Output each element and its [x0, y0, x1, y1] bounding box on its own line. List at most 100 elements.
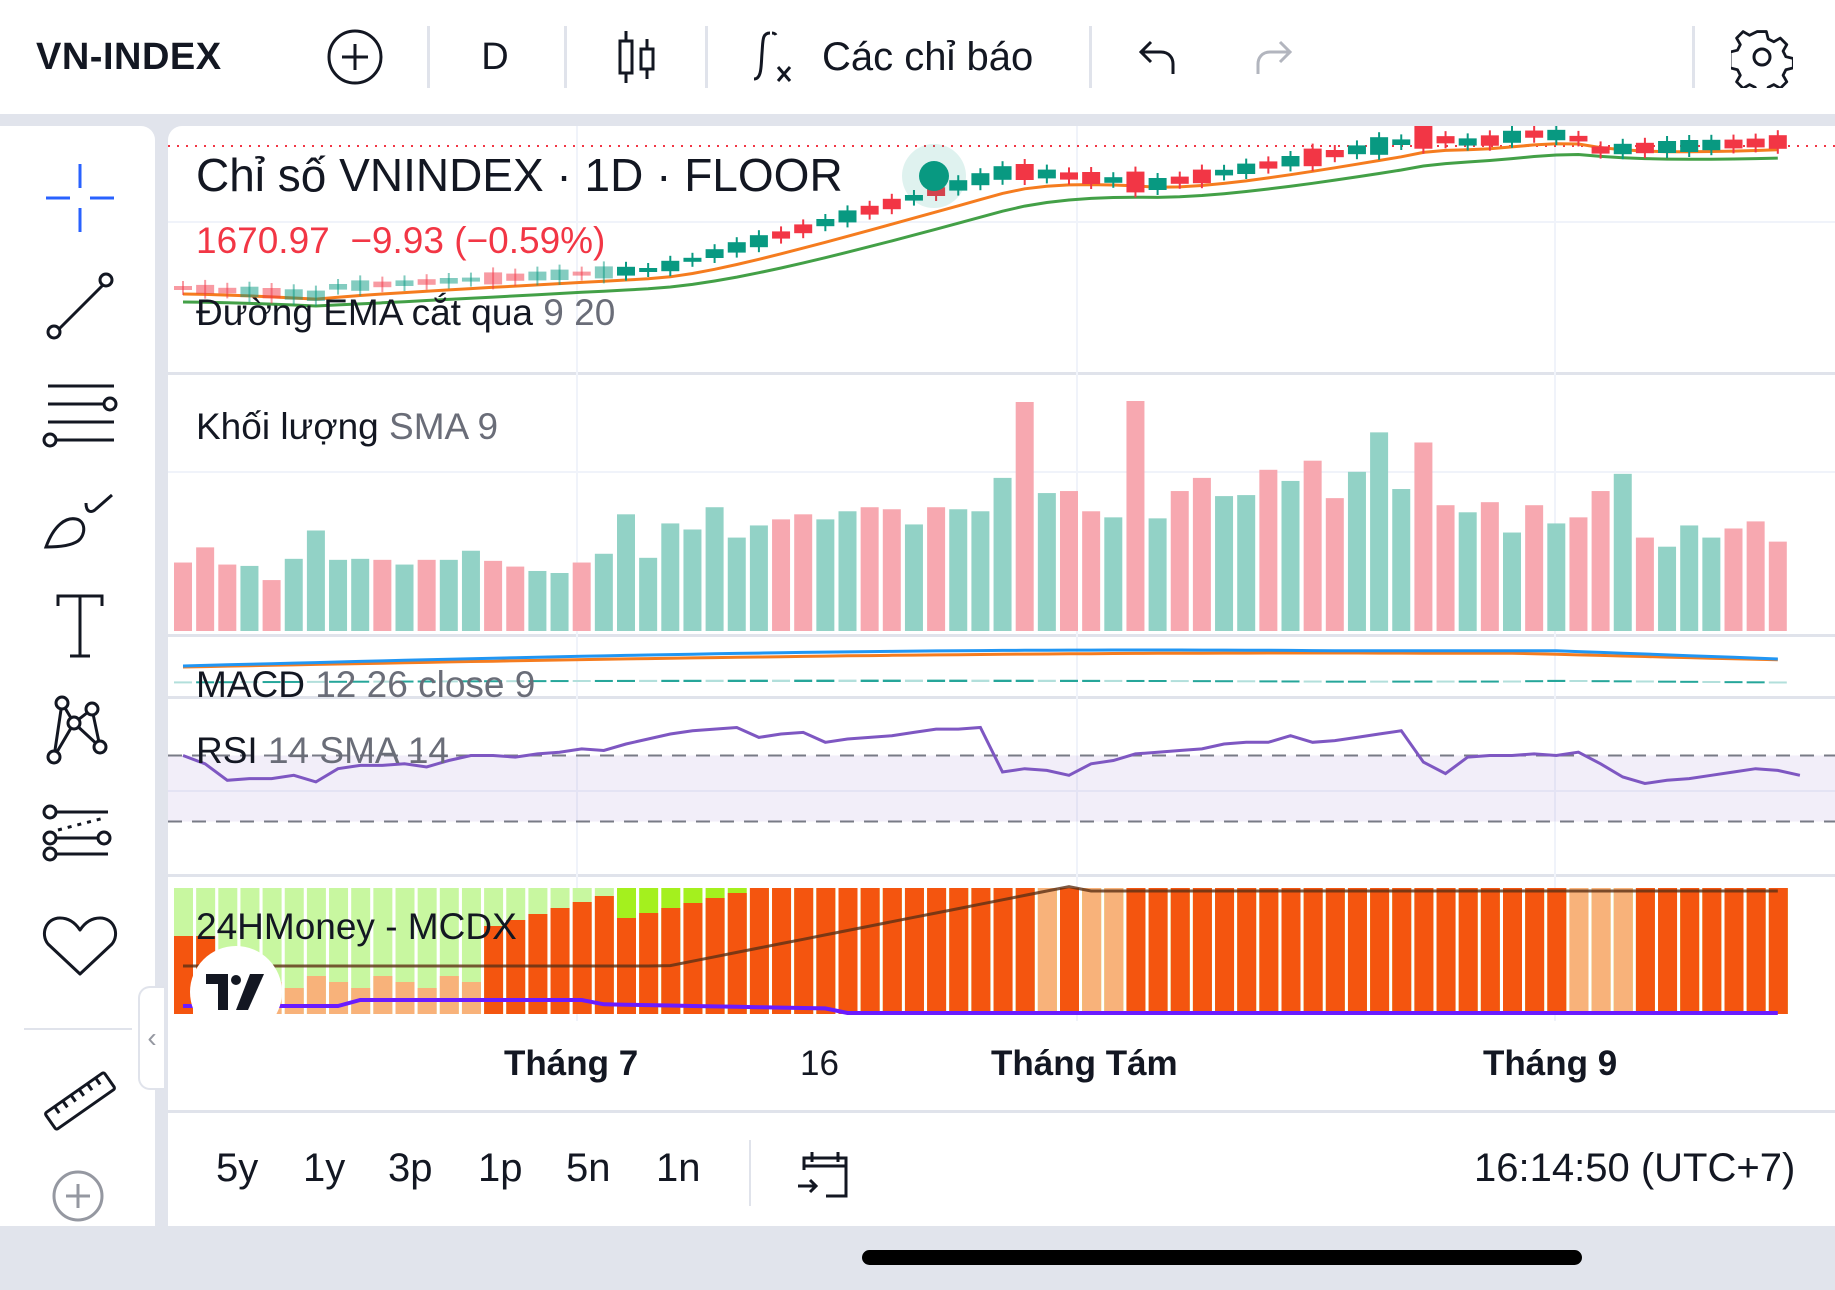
timeframe-1n[interactable]: 1n — [656, 1146, 701, 1190]
mcdx-legend[interactable]: 24HMoney - MCDX — [196, 906, 517, 948]
macd-histogram-bar — [1525, 680, 1544, 683]
candle — [284, 289, 303, 300]
volume-bar — [1170, 491, 1189, 631]
volume-bar — [594, 553, 613, 631]
crosshair-tool[interactable] — [28, 158, 132, 238]
add-symbol-icon — [327, 29, 383, 85]
text-tool[interactable] — [28, 586, 132, 666]
candle — [1148, 178, 1167, 190]
volume-legend[interactable]: Khối lượng SMA 9 — [196, 406, 498, 448]
mcdx-banker-bar — [1347, 888, 1367, 1014]
timeframe-1p[interactable]: 1p — [478, 1146, 523, 1190]
mcdx-banker-ma-line — [183, 885, 1778, 968]
mcdx-banker-bar — [550, 908, 570, 1014]
candle — [1170, 176, 1189, 184]
symbol-button[interactable]: VN-INDEX — [36, 0, 222, 114]
candle — [1569, 135, 1588, 142]
fib-tool[interactable] — [28, 376, 132, 456]
timeframe-5y[interactable]: 5y — [216, 1146, 259, 1190]
favorites-tool[interactable] — [28, 906, 132, 986]
collapse-sidebar-button[interactable]: ‹ — [138, 986, 164, 1090]
mcdx-banker-bar — [1392, 888, 1412, 1014]
mcdx-retail-bar — [417, 888, 437, 1014]
volume-bar — [284, 558, 303, 631]
mcdx-banker-bar — [1325, 888, 1345, 1014]
function-icon — [753, 31, 792, 82]
text-icon — [56, 594, 104, 658]
timeframe-5n[interactable]: 5n — [566, 1146, 611, 1190]
macd-histogram-bar — [1392, 680, 1411, 683]
mcdx-banker-bar — [1768, 888, 1788, 1014]
divider — [705, 26, 708, 88]
candle — [683, 257, 702, 262]
volume-bar — [904, 524, 923, 631]
x-axis-label: 16 — [800, 1044, 839, 1083]
macd-histogram-bar — [1635, 680, 1654, 683]
macd-histogram-bar — [1746, 681, 1765, 684]
mcdx-banker-bar — [683, 903, 703, 1014]
candle — [1037, 169, 1056, 179]
mcdx-banker-bar — [772, 888, 792, 1014]
macd-histogram-bar — [1458, 680, 1477, 683]
mcdx-name: 24HMoney - MCDX — [196, 906, 517, 947]
macd-histogram-bar — [639, 679, 658, 682]
rsi-legend[interactable]: RSI 14 SMA 14 — [196, 730, 449, 772]
indicators-button[interactable]: Các chỉ báo — [748, 0, 1058, 114]
mcdx-banker-bar — [1037, 888, 1057, 1014]
macd-histogram-bar — [439, 680, 458, 683]
market-status-indicator[interactable] — [902, 144, 966, 208]
mcdx-banker-bar — [860, 888, 880, 1014]
ema-name: Đường EMA cắt qua — [196, 292, 533, 333]
ema-legend[interactable]: Đường EMA cắt qua 9 20 — [196, 292, 615, 334]
timeframe-1y[interactable]: 1y — [303, 1146, 346, 1190]
chart-canvas[interactable] — [168, 126, 1835, 1226]
macd-histogram-bar — [1015, 679, 1034, 682]
add-symbol-button[interactable] — [325, 0, 385, 114]
macd-histogram-bar — [1658, 680, 1677, 683]
chart-area[interactable]: Chỉ số VNINDEX · 1D · FLOOR 1670.97 −9.9… — [168, 126, 1835, 1226]
chart-type-button[interactable] — [612, 0, 662, 114]
candle — [218, 287, 237, 294]
volume-bar — [1370, 432, 1389, 631]
macd-histogram-bar — [617, 679, 635, 682]
macd-histogram-bar — [794, 679, 813, 682]
mcdx-banker-bar — [1215, 888, 1235, 1014]
settings-button[interactable] — [1730, 0, 1794, 114]
candle — [1635, 142, 1654, 154]
candle — [1480, 135, 1499, 146]
undo-button[interactable] — [1133, 0, 1183, 114]
measure-tool[interactable] — [28, 1061, 132, 1141]
pattern-tool[interactable] — [28, 691, 132, 771]
ruler-icon — [44, 1071, 116, 1131]
macd-histogram-bar — [1724, 681, 1743, 684]
candle — [949, 180, 968, 191]
brush-tool[interactable] — [28, 481, 132, 561]
candle — [1746, 138, 1765, 148]
go-to-date-button[interactable] — [796, 1148, 850, 1207]
forecast-tool[interactable] — [28, 798, 132, 878]
candle — [506, 273, 525, 281]
redo-button[interactable] — [1248, 0, 1298, 114]
mcdx-banker-bar — [1148, 888, 1168, 1014]
volume-bar — [727, 537, 746, 631]
macd-histogram-bar — [351, 680, 370, 683]
macd-legend[interactable]: MACD 12 26 close 9 — [196, 664, 535, 706]
volume-bar — [1347, 471, 1366, 631]
volume-bar — [174, 562, 192, 631]
candle — [395, 280, 414, 286]
candle — [1281, 156, 1300, 167]
candle — [1525, 130, 1544, 138]
macd-histogram-bar — [1237, 680, 1256, 683]
mcdx-banker-bar — [329, 982, 349, 1014]
interval-button[interactable]: D — [470, 0, 520, 114]
macd-histogram-bar — [816, 679, 835, 682]
candle — [417, 279, 436, 285]
trend-line-tool[interactable] — [28, 266, 132, 346]
mcdx-banker-bar — [1724, 888, 1744, 1014]
timeframe-3p[interactable]: 3p — [388, 1146, 433, 1190]
macd-histogram-bar — [484, 680, 503, 683]
current-time: 16:14:50 (UTC+7) — [1474, 1146, 1796, 1190]
candle — [772, 231, 791, 239]
tradingview-logo[interactable] — [190, 946, 282, 1038]
zoom-in-tool[interactable] — [28, 1166, 132, 1226]
